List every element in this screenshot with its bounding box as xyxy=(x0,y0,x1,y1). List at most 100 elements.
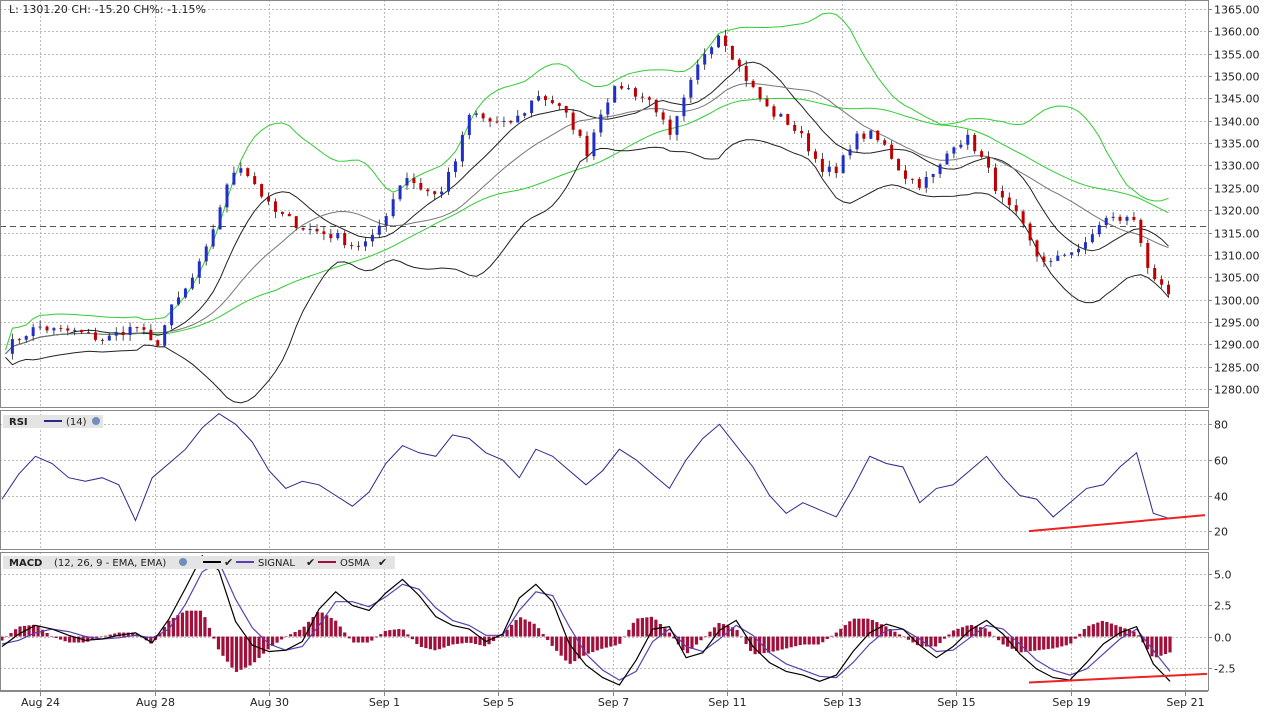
osma-bar xyxy=(627,629,631,637)
osma-bar xyxy=(568,636,572,664)
candle-body xyxy=(973,134,977,152)
osma-bar xyxy=(884,626,888,637)
candle-body xyxy=(903,170,907,179)
candle-body xyxy=(606,102,610,115)
osma-bar xyxy=(1037,636,1041,651)
candle-body xyxy=(1021,211,1025,224)
osma-legend-label: OSMA xyxy=(340,558,370,569)
candle-body xyxy=(183,288,187,298)
osma-bar xyxy=(59,636,63,640)
osma-bar xyxy=(721,624,726,637)
candle-body xyxy=(135,326,139,328)
osma-bar xyxy=(816,636,820,645)
candle-body xyxy=(765,98,769,107)
candle-body xyxy=(557,103,561,106)
candle-body xyxy=(1111,216,1115,218)
osma-bar xyxy=(424,636,428,649)
osma-bar xyxy=(1132,631,1136,637)
price-y-tick-label: 1355.00 xyxy=(1214,49,1260,62)
candle-body xyxy=(751,80,755,88)
osma-bar xyxy=(455,636,460,644)
osma-bar xyxy=(68,636,72,643)
osma-bar xyxy=(54,636,58,638)
osma-bar xyxy=(785,636,789,649)
candle-body xyxy=(647,97,651,100)
candle-body xyxy=(1070,252,1074,255)
osma-bar xyxy=(577,636,581,659)
osma-visible-check-icon[interactable]: ✔ xyxy=(378,556,387,569)
candle-body xyxy=(1083,242,1087,249)
osma-bar xyxy=(239,636,243,670)
candle-body xyxy=(239,168,243,173)
candle-body xyxy=(52,328,56,331)
candle-body xyxy=(1132,216,1136,220)
osma-bar xyxy=(532,623,536,637)
candle-body xyxy=(114,332,118,336)
osma-bar xyxy=(1001,636,1005,645)
osma-bar xyxy=(767,636,771,653)
candle-body xyxy=(170,304,174,326)
osma-bar xyxy=(803,636,807,645)
candle-body xyxy=(474,113,478,115)
candle-body xyxy=(426,189,430,192)
osma-bar xyxy=(1028,636,1032,652)
signal-visible-check-icon[interactable]: ✔ xyxy=(306,556,315,569)
candle-body xyxy=(931,173,935,177)
rsi-panel-frame xyxy=(0,410,1209,550)
price-y-tick-label: 1290.00 xyxy=(1214,339,1260,352)
candle-body xyxy=(1007,197,1011,206)
osma-bar xyxy=(158,633,162,637)
osma-bar xyxy=(40,629,45,637)
candle-body xyxy=(218,207,222,230)
osma-bar xyxy=(640,617,644,637)
candle-body xyxy=(717,35,721,48)
candle-body xyxy=(294,216,298,228)
candle-body xyxy=(322,231,326,235)
osma-bar xyxy=(275,636,279,643)
keltner-upper-line xyxy=(5,82,1169,355)
osma-bar xyxy=(812,636,816,645)
candle-body xyxy=(772,106,776,117)
osma-bar xyxy=(753,636,757,655)
osma-bar xyxy=(852,618,856,637)
macd-visible-check-icon[interactable]: ✔ xyxy=(224,556,233,569)
rsi-settings-icon[interactable] xyxy=(92,417,100,425)
candle-body xyxy=(668,119,672,135)
x-tick-label: Aug 24 xyxy=(21,696,60,709)
candle-body xyxy=(1118,216,1122,221)
osma-bar xyxy=(329,617,333,637)
osma-bar xyxy=(1010,636,1014,649)
candle-body xyxy=(363,241,367,247)
macd-settings-icon[interactable] xyxy=(179,558,187,566)
osma-bar xyxy=(1136,635,1141,637)
osma-bar xyxy=(63,636,67,642)
osma-bar xyxy=(776,636,780,651)
candle-body xyxy=(550,100,554,104)
candle-body xyxy=(543,96,547,101)
candle-body xyxy=(232,172,236,185)
osma-bar xyxy=(613,636,617,646)
osma-bar xyxy=(658,623,663,637)
osma-bar xyxy=(95,636,99,639)
osma-bar xyxy=(446,636,451,646)
candle-body xyxy=(696,64,700,80)
price-y-tick-label: 1365.00 xyxy=(1214,4,1260,17)
signal-legend-label: SIGNAL xyxy=(258,558,295,569)
candle-body xyxy=(952,147,956,154)
candle-body xyxy=(1000,190,1004,198)
osma-bar xyxy=(221,636,225,656)
candle-body xyxy=(329,234,333,239)
osma-bar xyxy=(131,632,135,637)
price-y-tick-label: 1320.00 xyxy=(1214,205,1260,218)
osma-bar xyxy=(924,636,929,647)
osma-bar xyxy=(284,636,288,637)
candle-body xyxy=(225,184,229,208)
candle-body xyxy=(93,332,97,340)
osma-bar xyxy=(559,636,563,656)
candle-body xyxy=(156,340,160,346)
osma-bar xyxy=(694,636,699,645)
osma-bar xyxy=(582,636,586,656)
candle-body xyxy=(343,233,347,246)
osma-bar xyxy=(478,636,482,646)
candle-body xyxy=(260,184,264,197)
